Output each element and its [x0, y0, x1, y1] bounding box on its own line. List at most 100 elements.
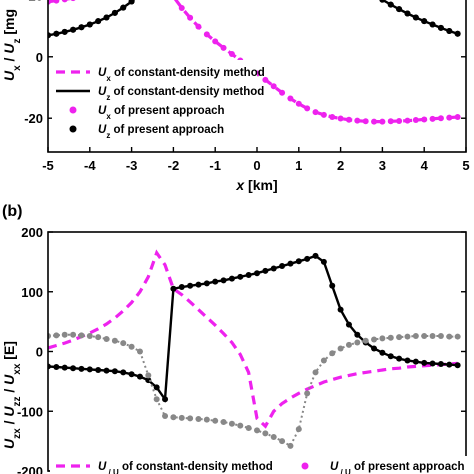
x-tick-label: 3: [379, 158, 386, 173]
data-point: [421, 116, 428, 123]
data-point: [178, 283, 185, 290]
data-point: [371, 118, 378, 125]
data-point: [270, 83, 277, 90]
data-point: [387, 334, 394, 341]
y-tick-label: 100: [21, 285, 43, 300]
data-point: [111, 368, 118, 375]
series-line-0: [48, 249, 458, 429]
data-point: [396, 334, 403, 341]
data-point: [379, 349, 386, 356]
data-point: [178, 4, 185, 11]
x-tick-label: -2: [168, 158, 180, 173]
legend-entry: Ux of constant-density method: [56, 67, 265, 83]
data-point: [53, 364, 60, 371]
data-point: [103, 14, 110, 21]
data-point: [437, 332, 444, 339]
data-point: [404, 333, 411, 340]
data-point: [120, 340, 127, 347]
data-point: [70, 0, 76, 2]
x-tick-label: -1: [209, 158, 221, 173]
data-point: [136, 373, 143, 380]
data-point: [404, 357, 411, 364]
data-point: [195, 281, 202, 288]
y-tick-label: -200: [17, 464, 43, 474]
data-point: [387, 353, 394, 360]
data-point: [53, 332, 60, 339]
data-point: [78, 332, 85, 339]
data-point: [195, 23, 202, 30]
data-point: [103, 367, 110, 374]
y-tick-label: -20: [24, 111, 43, 126]
data-point: [70, 331, 77, 338]
data-point: [228, 420, 235, 427]
data-point: [312, 252, 319, 259]
data-point: [337, 345, 344, 352]
data-point: [379, 0, 386, 3]
data-point: [61, 364, 68, 371]
data-point: [429, 360, 436, 367]
legend-swatch: [69, 125, 77, 133]
data-point: [412, 332, 419, 339]
plot-frame: [47, 231, 467, 472]
data-point: [320, 258, 327, 265]
data-point: [254, 270, 260, 277]
legend-entry: U / U of constant-density method: [56, 461, 273, 474]
data-point: [187, 415, 194, 422]
data-point: [61, 331, 68, 338]
x-tick-label: -4: [84, 158, 96, 173]
data-point: [429, 115, 436, 122]
data-point: [295, 258, 302, 265]
y-tick-label: 0: [36, 50, 43, 65]
data-point: [312, 109, 319, 116]
panel-b-label: (b): [2, 203, 22, 220]
data-point: [128, 371, 135, 378]
data-point: [320, 111, 327, 118]
data-point: [212, 278, 219, 285]
y-axis-label: Uzx / Uzz / Uxx [E]: [1, 341, 23, 449]
data-point: [396, 6, 403, 13]
data-point: [379, 335, 386, 342]
data-point: [120, 369, 127, 376]
data-point: [61, 28, 68, 35]
legend-label: U / U of present approach: [330, 461, 465, 474]
data-point: [245, 424, 252, 431]
y-tick-label: -100: [17, 404, 43, 419]
y-tick-label: 20: [29, 0, 43, 3]
data-point: [153, 396, 160, 403]
series-line-1: [48, 254, 458, 403]
data-point: [120, 4, 127, 11]
data-point: [220, 277, 227, 284]
data-point: [446, 114, 453, 121]
x-tick-label: 2: [337, 158, 344, 173]
data-point: [228, 51, 235, 58]
data-point: [304, 105, 311, 112]
data-point: [95, 334, 102, 341]
x-tick-label: 1: [295, 158, 302, 173]
data-point: [203, 280, 210, 287]
data-point: [111, 337, 118, 344]
data-point: [345, 341, 352, 348]
data-point: [270, 265, 277, 272]
data-point: [212, 38, 219, 45]
data-point: [162, 396, 169, 403]
data-point: [320, 357, 327, 364]
data-point: [446, 361, 453, 368]
data-point: [279, 263, 286, 270]
data-point: [312, 369, 319, 376]
data-point: [70, 365, 77, 372]
x-tick-label: 5: [462, 158, 469, 173]
data-point: [354, 117, 361, 124]
series-line-2: [48, 333, 458, 448]
data-point: [145, 372, 152, 379]
data-point: [212, 417, 219, 424]
data-point: [446, 27, 453, 34]
data-point: [203, 31, 210, 38]
x-tick-label: -3: [126, 158, 138, 173]
data-point: [279, 438, 286, 445]
data-point: [78, 365, 85, 372]
data-point: [70, 26, 77, 33]
data-point: [345, 116, 352, 123]
data-point: [53, 30, 60, 37]
data-point: [354, 339, 361, 346]
data-point: [404, 117, 411, 124]
